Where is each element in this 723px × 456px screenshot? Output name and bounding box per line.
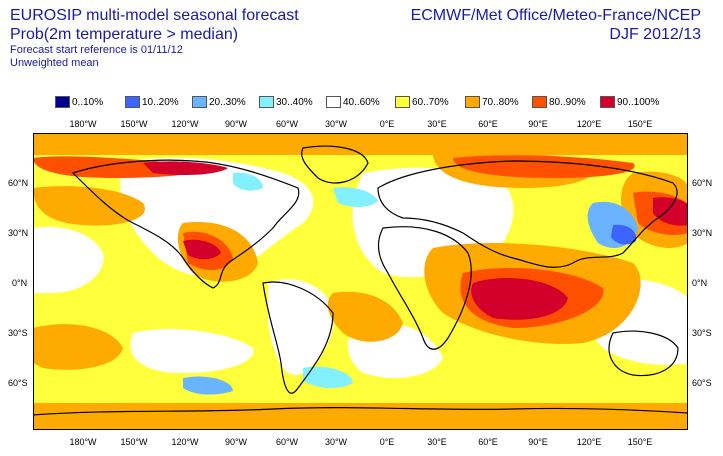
field-70-80 [33,324,123,370]
field-70-80 [33,186,145,226]
map-frame [33,133,688,430]
legend-label: 10..20% [142,96,179,108]
lon-label-top: 120°E [576,119,602,129]
legend-swatch [465,96,480,108]
lat-label-right: 0°N [692,278,708,288]
lon-label-top: 120°W [171,119,199,129]
lon-label-top: 180°W [69,119,97,129]
field-30-40 [233,172,263,191]
legend-swatch [326,96,341,108]
legend-swatch [532,96,547,108]
lon-label-bottom: 90°E [528,437,548,447]
lon-label-top: 60°W [275,119,299,129]
field-90-100 [653,197,688,226]
field-20-30 [183,376,233,395]
lon-label-bottom: 150°W [120,437,148,447]
lon-label-bottom: 120°E [576,437,602,447]
lat-label-left: 30°N [8,228,29,238]
lon-label-top: 90°W [224,119,248,129]
legend-label: 40..60% [343,96,380,108]
lon-label-bottom: 0°E [379,437,395,447]
legend-label: 60..70% [412,96,449,108]
legend-swatch [125,96,140,108]
field-neutral [33,226,104,293]
legend-item: 80..90% [532,95,586,109]
chart-subtitle: Prob(2m temperature > median) [10,26,239,43]
field-30-40 [303,366,353,389]
legend-label: 90..100% [617,96,660,108]
mean-type: Unweighted mean [10,57,99,69]
lon-label-top: 0°E [379,119,395,129]
coast-eurasia [377,160,678,268]
legend-label: 70..80% [482,96,519,108]
coast-africa [377,226,472,350]
field-80-90 [453,155,635,178]
legend-swatch [395,96,410,108]
coast-north-america [71,159,300,289]
legend-label: 30..40% [276,96,313,108]
legend-item: 60..70% [395,95,449,109]
legend-label: 20..30% [209,96,246,108]
legend-item: 30..40% [259,95,313,109]
coast-antarctica [33,406,688,416]
lat-label-right: 30°N [692,228,713,238]
legend-item: 70..80% [465,95,519,109]
legend-item: 0..10% [55,95,103,109]
lat-label-right: 60°S [692,378,712,388]
lon-label-bottom: 90°W [224,437,248,447]
agencies-label: ECMWF/Met Office/Meteo-France/NCEP [410,7,701,24]
title-block: EUROSIP multi-model seasonal forecast Pr… [10,6,299,70]
lat-label-left: 0°N [12,278,28,288]
field-south-band [33,403,688,430]
coast-australia [608,330,679,377]
field-neutral [120,157,314,277]
legend-item: 90..100% [600,95,659,109]
lon-label-bottom: 150°E [627,437,653,447]
legend-label: 80..90% [549,96,586,108]
legend-item: 40..60% [326,95,380,109]
lat-label-left: 60°S [8,378,28,388]
lon-label-top: 150°E [627,119,653,129]
field-30-40 [333,187,378,207]
legend-label: 0..10% [72,96,104,108]
field-neutral [130,328,254,373]
lat-label-right: 60°N [692,178,713,188]
field-90-100 [183,239,221,260]
lon-label-top: 30°W [324,119,348,129]
legend-swatch [600,96,615,108]
legend-item: 10..20% [125,95,179,109]
lon-label-bottom: 30°E [427,437,447,447]
lon-label-bottom: 120°W [171,437,199,447]
lat-label-left: 30°S [8,328,28,338]
field-10-20 [611,224,637,245]
lon-label-top: 90°E [528,119,548,129]
lon-label-top: 30°E [427,119,447,129]
forecast-start-reference: Forecast start reference is 01/11/12 [10,44,183,56]
coastlines [33,145,688,416]
coast-south-america [262,281,334,394]
field-north-band [33,133,688,155]
lon-label-bottom: 30°W [324,437,348,447]
lat-label-right: 30°S [692,328,712,338]
title-right-block: ECMWF/Met Office/Meteo-France/NCEP DJF 2… [411,6,701,44]
legend-item: 20..30% [192,95,246,109]
field-neutral [268,279,334,375]
field-90-100 [471,278,568,320]
probability-map [33,133,688,430]
legend-swatch [55,96,70,108]
legend-swatch [192,96,207,108]
lon-label-top: 150°W [120,119,148,129]
coast-greenland [301,145,369,184]
field-70-80 [327,291,403,342]
lon-label-bottom: 60°E [478,437,498,447]
season-label: DJF 2012/13 [609,26,701,43]
lat-label-left: 60°N [8,178,29,188]
chart-title: EUROSIP multi-model seasonal forecast [10,7,299,24]
lon-label-top: 60°E [478,119,498,129]
lon-label-bottom: 180°W [69,437,97,447]
legend-swatch [259,96,274,108]
field-90-100 [143,161,228,176]
lon-label-bottom: 60°W [275,437,299,447]
